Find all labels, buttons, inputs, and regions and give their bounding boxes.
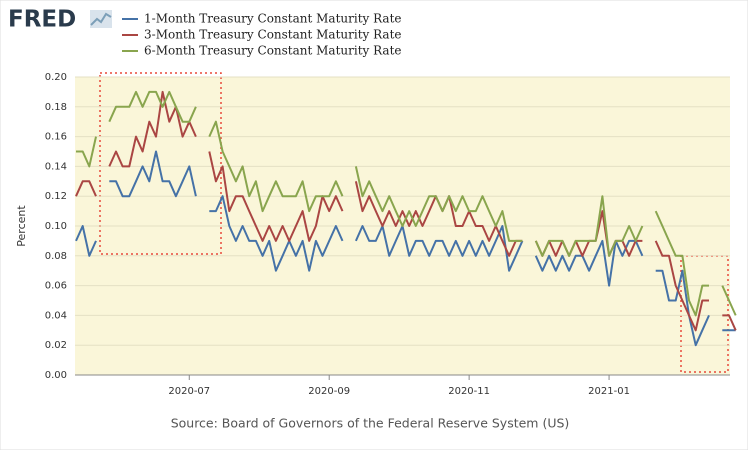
y-tick-label: 0.10 — [45, 221, 67, 232]
line-series — [76, 90, 737, 317]
y-tick-label: 0.08 — [45, 251, 67, 262]
annotation-box — [99, 72, 222, 255]
y-tick-label: 0.02 — [45, 340, 67, 351]
x-tick-label: 2020-09 — [308, 386, 350, 397]
logo: FRED — [8, 7, 76, 33]
y-tick-label: 0.06 — [45, 281, 67, 292]
y-tick-label: 0.04 — [45, 310, 67, 321]
y-tick-label: 0.20 — [45, 72, 67, 83]
y-tick-label: 0.12 — [45, 191, 67, 202]
annotation-box — [680, 255, 729, 373]
y-axis-label: Percent — [15, 205, 28, 247]
x-tick-label: 2020-07 — [168, 386, 210, 397]
line-series — [75, 150, 736, 347]
legend-label: 6-Month Treasury Constant Maturity Rate — [144, 44, 402, 58]
legend-label: 1-Month Treasury Constant Maturity Rate — [144, 12, 402, 26]
source: Source: Board of Governors of the Federa… — [171, 416, 570, 431]
logo-icon — [90, 10, 112, 28]
x-tick-label: 2020-11 — [448, 386, 490, 397]
y-tick-label: 0.18 — [45, 102, 67, 113]
legend-label: 3-Month Treasury Constant Maturity Rate — [144, 28, 402, 42]
y-tick-label: 0.16 — [45, 132, 67, 143]
x-tick-label: 2021-01 — [588, 386, 630, 397]
y-tick-label: 0.00 — [45, 370, 67, 381]
y-tick-label: 0.14 — [45, 161, 67, 172]
